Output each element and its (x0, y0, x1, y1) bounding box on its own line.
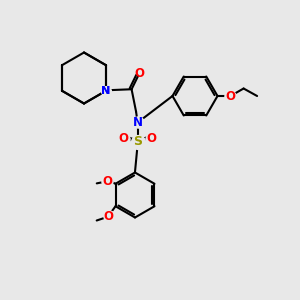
Text: N: N (101, 86, 111, 96)
Text: O: O (102, 175, 112, 188)
Text: S: S (133, 135, 142, 148)
Text: O: O (225, 89, 235, 103)
Text: O: O (104, 209, 114, 223)
Text: N: N (101, 86, 111, 96)
Text: O: O (147, 132, 157, 145)
Text: O: O (135, 67, 145, 80)
Text: N: N (133, 116, 142, 129)
Text: O: O (118, 132, 128, 145)
